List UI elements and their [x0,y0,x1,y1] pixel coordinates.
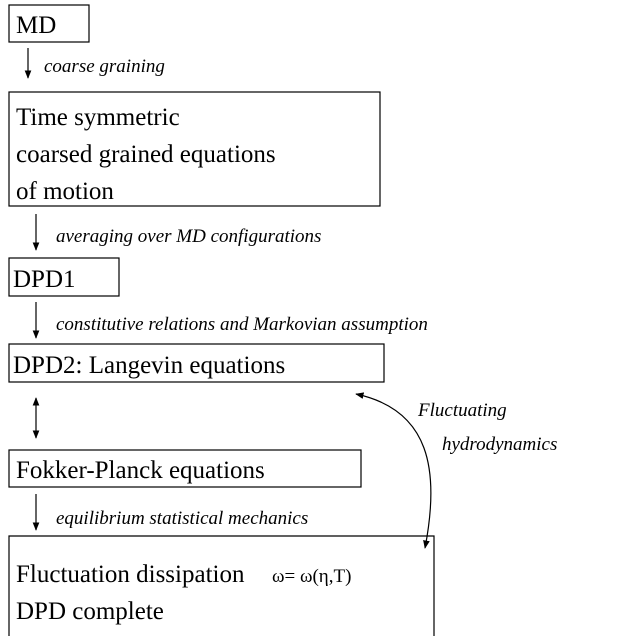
node-text: Time symmetric [16,104,180,131]
node-box [8,91,381,207]
node-box [8,535,435,636]
node-text: DPD1 [13,266,76,293]
node-text: MD [16,12,56,39]
side-label: Fluctuating [417,400,507,421]
side-label: hydrodynamics [442,434,557,455]
node-box [8,4,90,43]
node-text: coarsed grained equations [16,141,276,168]
formula: ω= ω(η,T) [272,566,351,587]
node-box [8,257,120,297]
node-text: Fluctuation dissipation [16,561,245,588]
node-box [8,343,385,383]
curved-arrow [355,392,432,549]
edge-label: averaging over MD configurations [56,226,321,247]
edge-label: constitutive relations and Markovian ass… [56,314,428,335]
edge-label: coarse graining [44,56,165,77]
node-text: of motion [16,178,114,205]
edge-label: equilibrium statistical mechanics [56,508,308,529]
node-text: DPD2: Langevin equations [13,352,285,379]
node-text: Fokker-Planck equations [16,457,265,484]
node-text: DPD complete [16,598,164,625]
